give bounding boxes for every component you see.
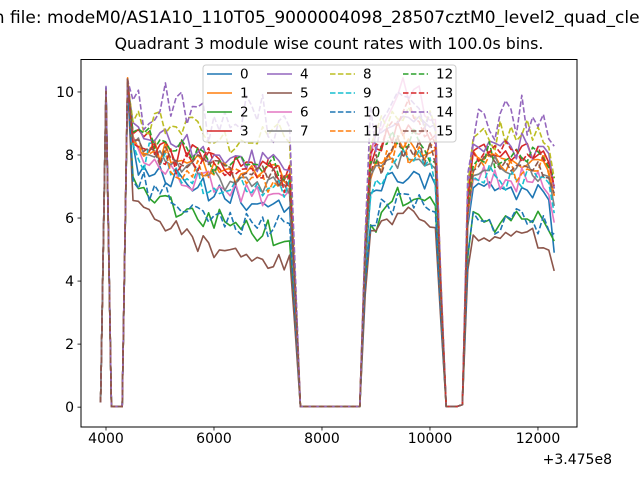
legend-entry-10: 10 xyxy=(330,105,380,121)
legend-label: 0 xyxy=(240,67,249,83)
series-line-9 xyxy=(99,83,555,408)
axes-title: Quadrant 3 module wise count rates with … xyxy=(114,34,544,53)
legend-entry-11: 11 xyxy=(330,124,380,140)
legend-label: 8 xyxy=(363,67,372,83)
legend-label: 2 xyxy=(240,105,249,121)
y-tick-label: 4 xyxy=(65,274,74,290)
y-tick-label: 0 xyxy=(65,400,74,416)
y-tick-label: 2 xyxy=(65,337,74,353)
legend-entry-2: 2 xyxy=(207,105,249,121)
legend-label: 4 xyxy=(300,67,309,83)
series-lines xyxy=(99,77,555,408)
legend-entry-13: 13 xyxy=(403,86,453,102)
legend-entry-6: 6 xyxy=(267,105,309,121)
legend-label: 3 xyxy=(240,124,249,140)
x-axis-offset-text: +3.475e8 xyxy=(543,452,612,468)
legend-label: 1 xyxy=(240,86,249,102)
x-tick-label: 10000 xyxy=(408,431,453,447)
legend-label: 10 xyxy=(363,105,380,121)
legend-label: 6 xyxy=(300,105,309,121)
legend-entry-0: 0 xyxy=(207,67,249,83)
legend-label: 13 xyxy=(436,86,453,102)
x-tick-label: 12000 xyxy=(516,431,561,447)
x-tick-label: 6000 xyxy=(196,431,232,447)
legend-entry-3: 3 xyxy=(207,124,249,140)
legend-label: 14 xyxy=(436,105,453,121)
x-tick-label: 8000 xyxy=(304,431,340,447)
legend-label: 15 xyxy=(436,124,453,140)
y-tick-label: 8 xyxy=(65,148,74,164)
legend-label: 5 xyxy=(300,86,309,102)
legend-entry-7: 7 xyxy=(267,124,309,140)
legend-label: 11 xyxy=(363,124,380,140)
series-line-13 xyxy=(99,82,555,408)
legend-entry-8: 8 xyxy=(330,67,372,83)
y-tick-label: 6 xyxy=(65,211,74,227)
series-line-15 xyxy=(99,78,555,408)
figure-suptitle-filename: m file: modeM0/AS1A10_110T05_9000004098_… xyxy=(0,8,640,28)
y-tick-label: 10 xyxy=(56,85,74,101)
legend-entry-1: 1 xyxy=(207,86,249,102)
x-tick-label: 4000 xyxy=(88,431,124,447)
legend-entry-9: 9 xyxy=(330,86,372,102)
legend-label: 12 xyxy=(436,67,453,83)
legend-entry-12: 12 xyxy=(403,67,453,83)
legend-entry-4: 4 xyxy=(267,67,309,83)
legend-entry-14: 14 xyxy=(403,105,453,121)
legend-entry-15: 15 xyxy=(403,124,453,140)
legend-label: 9 xyxy=(363,86,372,102)
legend-label: 7 xyxy=(300,124,309,140)
legend-entry-5: 5 xyxy=(267,86,309,102)
